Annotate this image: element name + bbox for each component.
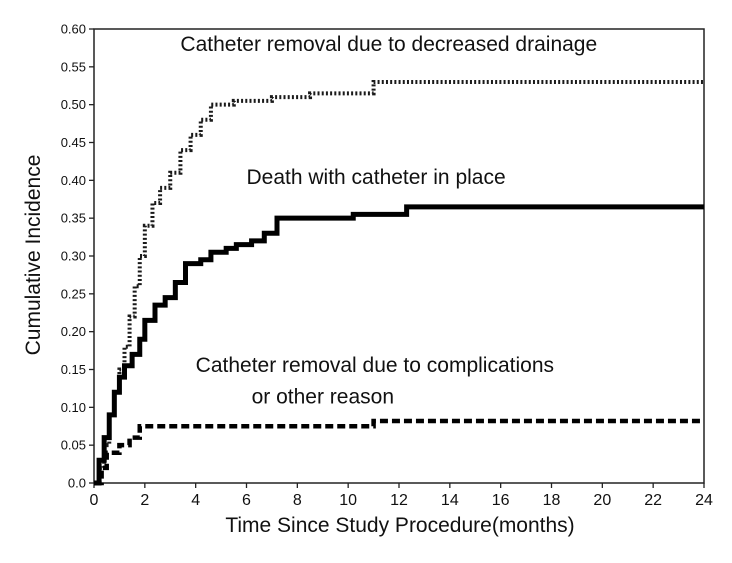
x-tick-label: 20 xyxy=(593,492,611,509)
x-tick-label: 18 xyxy=(543,492,561,509)
x-tick-label: 14 xyxy=(441,492,459,509)
x-tick-label: 4 xyxy=(191,492,200,509)
annotation-label: Death with catheter in place xyxy=(247,166,506,189)
series-line-solid xyxy=(94,204,704,486)
x-tick-label: 2 xyxy=(140,492,149,509)
x-tick-label: 10 xyxy=(339,492,357,509)
series-group xyxy=(94,79,704,486)
y-tick-label: 0.30 xyxy=(61,249,86,264)
annotation-label: Catheter removal due to decreased draina… xyxy=(180,33,597,56)
y-tick-label: 0.60 xyxy=(61,22,86,37)
y-tick-label: 0.10 xyxy=(61,400,86,415)
y-axis-title: Cumulative Incidence xyxy=(22,155,45,356)
annotation-label: Catheter removal due to complications xyxy=(196,354,554,377)
x-axis-title: Time Since Study Procedure(months) xyxy=(225,514,574,537)
y-tick-label: 0.15 xyxy=(61,362,86,377)
x-tick-label: 0 xyxy=(90,492,99,509)
y-tick-label: 0.45 xyxy=(61,135,86,150)
x-tick-label: 12 xyxy=(390,492,408,509)
plot-frame xyxy=(93,28,705,484)
annotations-group: Catheter removal due to decreased draina… xyxy=(180,33,597,409)
x-tick-label: 16 xyxy=(492,492,510,509)
annotation-label: or other reason xyxy=(252,386,394,409)
y-tick-label: 0.25 xyxy=(61,286,86,301)
y-tick-label: 0.50 xyxy=(61,97,86,112)
series-line-dotted xyxy=(94,79,704,485)
y-tick-label: 0.55 xyxy=(61,59,86,74)
x-tick-label: 8 xyxy=(293,492,302,509)
x-tick-label: 6 xyxy=(242,492,251,509)
x-tick-label: 24 xyxy=(695,492,713,509)
y-tick-label: 0.05 xyxy=(61,438,86,453)
y-tick-label: 0.40 xyxy=(61,173,86,188)
x-tick-label: 22 xyxy=(644,492,662,509)
y-tick-label: 0.0 xyxy=(68,476,86,491)
axes-group: 0 2 4 6 8 10 12 14 16 18 20 22 240.00.050.100.150.20… xyxy=(61,22,713,510)
y-tick-label: 0.20 xyxy=(61,324,86,339)
series-line-dashed xyxy=(94,418,704,486)
y-tick-label: 0.35 xyxy=(61,211,86,226)
